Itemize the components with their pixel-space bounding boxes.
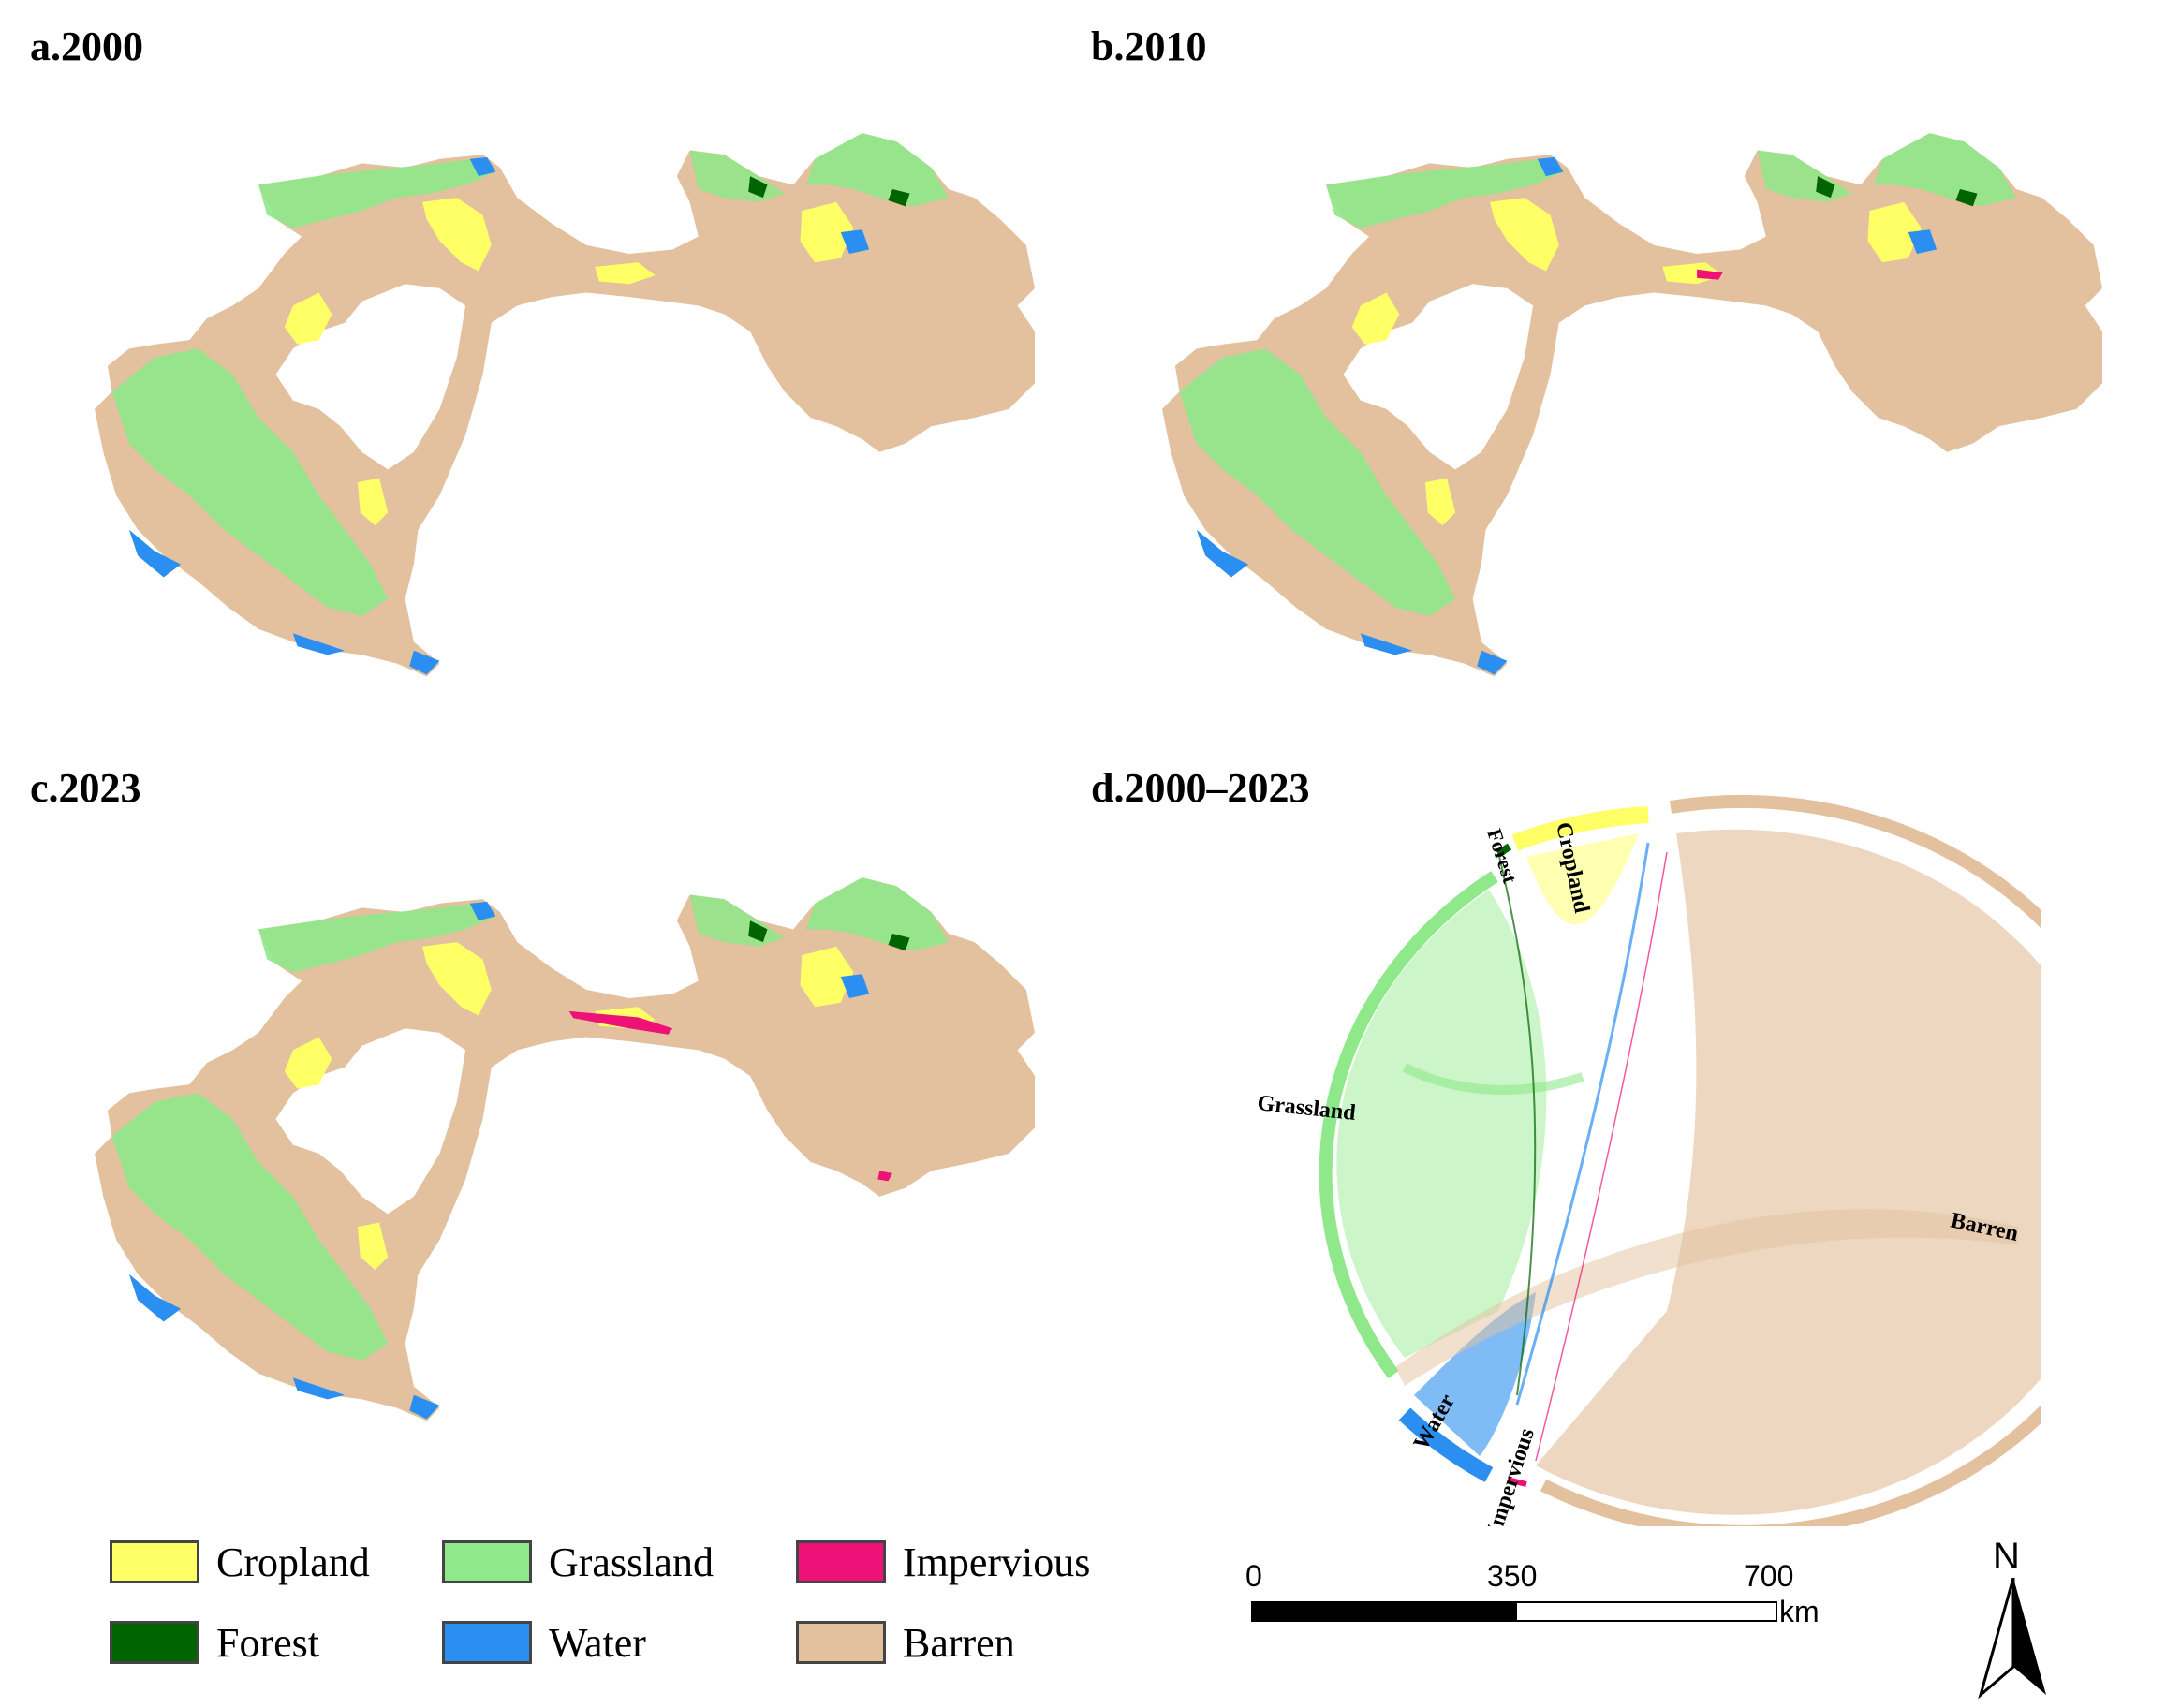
legend-item-barren: Barren	[796, 1616, 1015, 1669]
legend-item-cropland: Cropland	[110, 1536, 370, 1588]
legend-swatch-forest	[110, 1621, 199, 1664]
legend-label: Water	[549, 1619, 646, 1666]
legend-label: Impervious	[903, 1539, 1091, 1585]
legend-item-forest: Forest	[110, 1616, 319, 1669]
panel-a-map	[95, 133, 1036, 677]
scale-bar: 0 350 700 km	[1217, 1559, 1820, 1634]
scale-bar-black	[1251, 1601, 1517, 1622]
panel-b-map	[1162, 133, 2102, 677]
legend-label: Grassland	[549, 1539, 714, 1585]
legend-swatch-water	[442, 1621, 532, 1664]
scale-bar-white	[1515, 1601, 1777, 1622]
north-arrow: N	[1976, 1536, 2051, 1700]
north-label: N	[1993, 1536, 2020, 1577]
legend-swatch-grassland	[442, 1540, 532, 1583]
panel-c-map	[95, 877, 1036, 1421]
panel-b-title: b.2010	[1091, 23, 1207, 69]
chord-label-grassland: Grassland	[1256, 1091, 1357, 1126]
legend-label: Cropland	[216, 1539, 370, 1585]
legend-label: Forest	[216, 1619, 319, 1666]
chord-segment-barren	[1540, 794, 2041, 1526]
scale-tick-0: 0	[1245, 1559, 1262, 1593]
scale-tick-700: 700	[1744, 1559, 1794, 1593]
chord-label-impervious: Impervious	[1482, 1425, 1540, 1526]
chord-segment-water	[1398, 1407, 1494, 1482]
legend-label: Barren	[903, 1619, 1015, 1666]
legend-swatch-cropland	[110, 1540, 199, 1583]
scale-tick-350: 350	[1487, 1559, 1538, 1593]
legend-item-impervious: Impervious	[796, 1536, 1090, 1588]
panel-d-title: d.2000–2023	[1091, 765, 1310, 811]
panel-a-title: a.2000	[30, 23, 143, 69]
chord-segment-grassland	[1319, 871, 1498, 1379]
legend-item-water: Water	[442, 1616, 646, 1669]
north-arrow-icon	[1978, 1578, 2046, 1700]
legend: Cropland Grassland Impervious Forest Wat…	[110, 1536, 1140, 1686]
chord-segment-cropland	[1511, 806, 1649, 851]
legend-swatch-barren	[796, 1621, 886, 1664]
scale-unit: km	[1779, 1595, 1820, 1628]
panel-c-title: c.2023	[30, 765, 141, 811]
legend-item-grassland: Grassland	[442, 1536, 714, 1588]
chord-diagram: Cropland Forest Grassland Water Impervio…	[1256, 794, 2041, 1526]
chord-segment-impervious	[1507, 1477, 1527, 1487]
legend-swatch-impervious	[796, 1540, 886, 1583]
